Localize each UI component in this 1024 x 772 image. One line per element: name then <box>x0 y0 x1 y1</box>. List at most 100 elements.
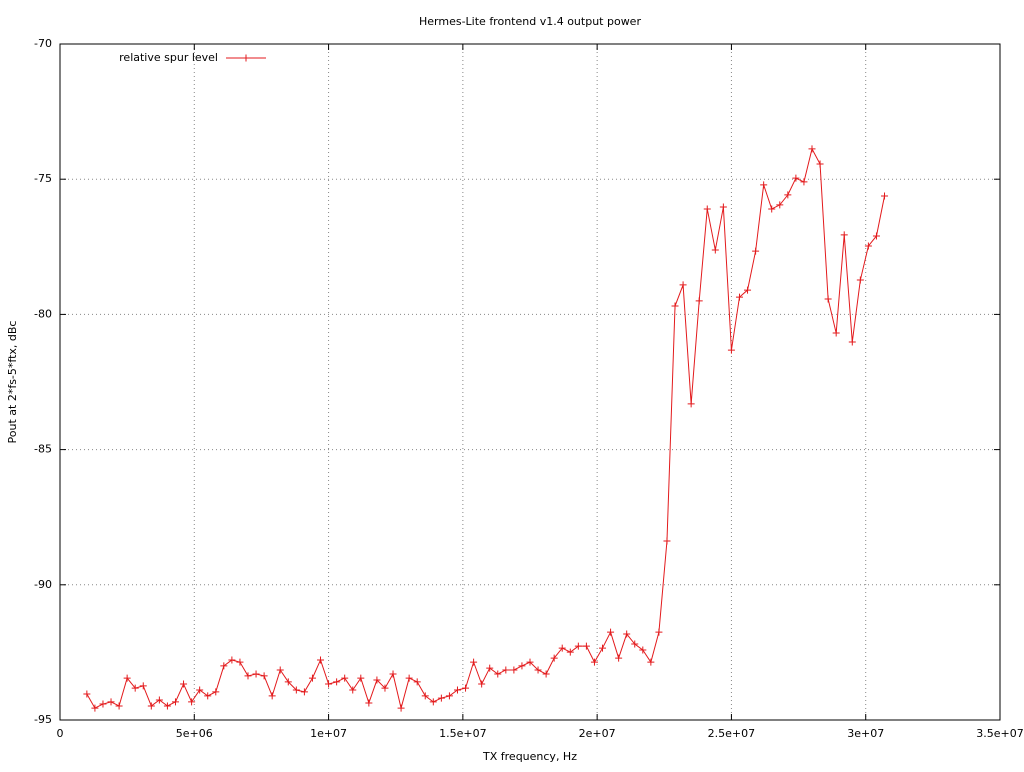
point-marker <box>300 688 308 696</box>
point-marker <box>381 684 389 692</box>
point-marker <box>445 692 453 700</box>
point-marker <box>365 699 373 707</box>
point-marker <box>744 286 752 294</box>
point-marker <box>268 692 276 700</box>
point-marker <box>840 231 848 239</box>
point-marker <box>99 700 107 708</box>
point-marker <box>333 678 341 686</box>
point-marker <box>881 192 889 200</box>
point-marker <box>373 676 381 684</box>
point-marker <box>171 698 179 706</box>
point-marker <box>824 295 832 303</box>
point-marker <box>518 662 526 670</box>
point-marker <box>615 654 623 662</box>
point-marker <box>244 672 252 680</box>
point-marker <box>131 684 139 692</box>
series-line <box>86 147 886 709</box>
point-marker <box>494 670 502 678</box>
point-marker <box>784 191 792 199</box>
point-marker <box>703 205 711 213</box>
y-tick-label: -70 <box>34 37 52 50</box>
point-marker <box>228 656 236 664</box>
point-marker <box>510 666 518 674</box>
point-marker <box>752 247 760 255</box>
point-marker <box>607 628 615 636</box>
x-axis-label: TX frequency, Hz <box>482 750 577 763</box>
point-marker <box>180 680 188 688</box>
point-marker <box>856 276 864 284</box>
point-marker <box>252 670 260 678</box>
point-marker <box>107 698 115 706</box>
point-marker <box>163 702 171 710</box>
point-marker <box>647 658 655 666</box>
point-marker <box>776 201 784 209</box>
x-tick-label: 2.5e+07 <box>708 727 755 740</box>
point-marker <box>735 293 743 301</box>
point-marker <box>478 680 486 688</box>
point-marker <box>872 232 880 240</box>
point-marker <box>864 242 872 250</box>
point-marker <box>462 684 470 692</box>
point-marker <box>566 648 574 656</box>
point-marker <box>574 642 582 650</box>
point-marker <box>808 145 816 153</box>
point-marker <box>437 694 445 702</box>
point-marker <box>671 302 679 310</box>
point-marker <box>534 666 542 674</box>
point-marker <box>188 698 196 706</box>
x-tick-label: 5e+06 <box>176 727 213 740</box>
point-marker <box>317 656 325 664</box>
point-marker <box>204 692 212 700</box>
point-marker <box>276 666 284 674</box>
point-marker <box>526 658 534 666</box>
point-marker <box>695 297 703 305</box>
point-marker <box>832 329 840 337</box>
chart-title: Hermes-Lite frontend v1.4 output power <box>419 15 641 28</box>
point-marker <box>599 644 607 652</box>
point-marker <box>687 400 695 408</box>
y-tick-label: -85 <box>34 443 52 456</box>
point-marker <box>800 178 808 186</box>
point-marker <box>292 686 300 694</box>
point-marker <box>260 672 268 680</box>
point-marker <box>486 664 494 672</box>
point-marker <box>115 702 123 710</box>
point-marker <box>679 281 687 289</box>
point-marker <box>139 682 147 690</box>
point-marker <box>429 698 437 706</box>
point-marker <box>453 686 461 694</box>
x-tick-label: 1e+07 <box>310 727 347 740</box>
point-marker <box>582 642 590 650</box>
y-tick-label: -90 <box>34 578 52 591</box>
point-marker <box>308 674 316 682</box>
point-marker <box>91 704 99 712</box>
point-marker <box>502 666 510 674</box>
point-marker <box>236 658 244 666</box>
point-marker <box>284 678 292 686</box>
x-tick-label: 2e+07 <box>579 727 616 740</box>
point-marker <box>220 662 228 670</box>
y-axis-label: Pout at 2*fs-5*ftx, dBc <box>6 321 19 444</box>
point-marker <box>196 686 204 694</box>
point-marker <box>397 704 405 712</box>
point-marker <box>155 696 163 704</box>
point-marker <box>663 537 671 545</box>
point-marker <box>792 174 800 182</box>
y-tick-label: -95 <box>34 713 52 726</box>
x-tick-label: 3e+07 <box>847 727 884 740</box>
point-marker <box>389 670 397 678</box>
point-marker <box>123 674 131 682</box>
point-marker <box>212 688 220 696</box>
y-tick-label: -80 <box>34 307 52 320</box>
point-marker <box>816 160 824 168</box>
point-marker <box>147 702 155 710</box>
point-marker <box>421 692 429 700</box>
legend-label: relative spur level <box>119 51 218 64</box>
point-marker <box>349 686 357 694</box>
point-marker <box>590 658 598 666</box>
point-marker <box>768 205 776 213</box>
point-marker <box>413 678 421 686</box>
legend-marker <box>242 54 250 62</box>
point-marker <box>405 674 413 682</box>
